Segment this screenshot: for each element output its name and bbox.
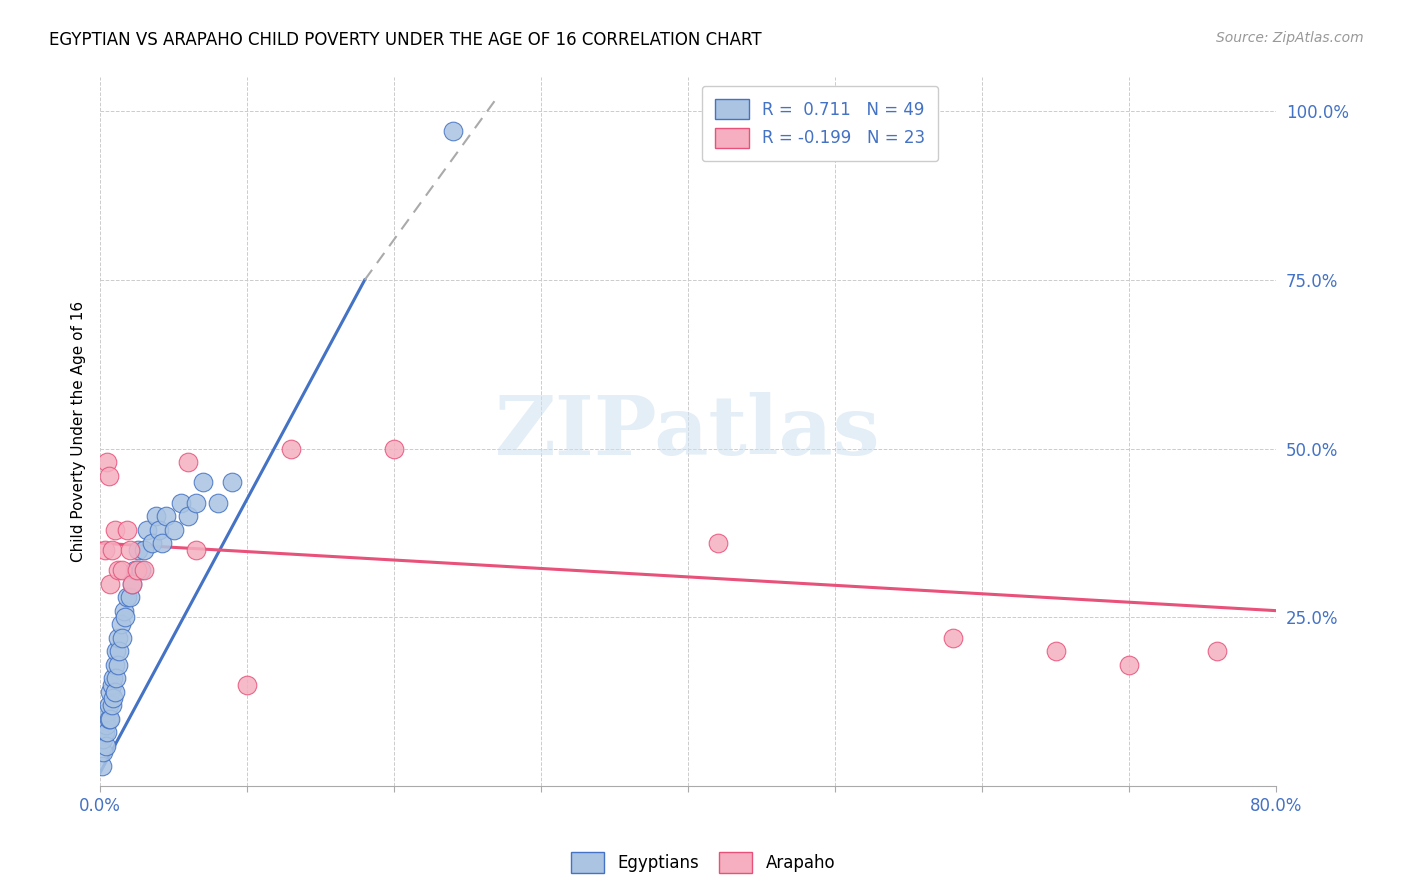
Point [100, 684, 122, 698]
Point [100, 712, 122, 726]
Point [150, 536, 173, 550]
Text: EGYPTIAN VS ARAPAHO CHILD POVERTY UNDER THE AGE OF 16 CORRELATION CHART: EGYPTIAN VS ARAPAHO CHILD POVERTY UNDER … [49, 31, 762, 49]
Text: ZIPatlas: ZIPatlas [495, 392, 882, 472]
Point [93, 725, 115, 739]
Point [145, 509, 167, 524]
Point [1118, 657, 1140, 672]
Point [1045, 644, 1067, 658]
Point [103, 691, 125, 706]
Point [96, 725, 118, 739]
Point [110, 617, 132, 632]
Point [107, 563, 129, 577]
Point [177, 509, 200, 524]
Point [115, 590, 138, 604]
Point [221, 475, 243, 490]
Point [97, 468, 120, 483]
Point [104, 657, 127, 672]
Point [101, 542, 124, 557]
Point [101, 678, 124, 692]
Point [1206, 644, 1229, 658]
Y-axis label: Child Poverty Under the Age of 16: Child Poverty Under the Age of 16 [72, 301, 86, 562]
Point [107, 631, 129, 645]
Point [184, 496, 207, 510]
Point [136, 523, 159, 537]
Point [134, 542, 156, 557]
Point [101, 698, 124, 713]
Point [177, 455, 200, 469]
Point [111, 631, 134, 645]
Point [184, 542, 207, 557]
Point [96, 455, 118, 469]
Point [105, 671, 128, 685]
Point [108, 644, 131, 658]
Point [107, 657, 129, 672]
Point [100, 576, 122, 591]
Point [103, 671, 125, 685]
Point [236, 678, 259, 692]
Point [129, 563, 152, 577]
Point [115, 523, 138, 537]
Legend: Egyptians, Arapaho: Egyptians, Arapaho [564, 846, 842, 880]
Point [127, 542, 149, 557]
Point [93, 712, 115, 726]
Point [94, 739, 117, 753]
Point [207, 496, 229, 510]
Point [91, 745, 114, 759]
Point [105, 644, 128, 658]
Point [162, 523, 184, 537]
Point [121, 576, 143, 591]
Point [94, 718, 117, 732]
Point [191, 475, 214, 490]
Point [441, 124, 464, 138]
Text: Source: ZipAtlas.com: Source: ZipAtlas.com [1216, 31, 1364, 45]
Point [125, 563, 148, 577]
Point [124, 563, 146, 577]
Point [118, 590, 141, 604]
Point [104, 523, 127, 537]
Point [280, 442, 302, 456]
Point [97, 698, 120, 713]
Point [93, 542, 115, 557]
Point [90, 759, 112, 773]
Point [706, 536, 728, 550]
Point [141, 536, 163, 550]
Point [942, 631, 965, 645]
Point [134, 563, 156, 577]
Point [148, 523, 170, 537]
Point [155, 509, 177, 524]
Point [170, 496, 193, 510]
Point [114, 610, 136, 624]
Point [111, 563, 134, 577]
Point [104, 684, 127, 698]
Point [118, 542, 141, 557]
Point [121, 576, 143, 591]
Point [91, 731, 114, 746]
Point [112, 604, 135, 618]
Point [382, 442, 405, 456]
Legend: R =  0.711   N = 49, R = -0.199   N = 23: R = 0.711 N = 49, R = -0.199 N = 23 [702, 86, 938, 161]
Point [97, 712, 120, 726]
Point [96, 705, 118, 719]
